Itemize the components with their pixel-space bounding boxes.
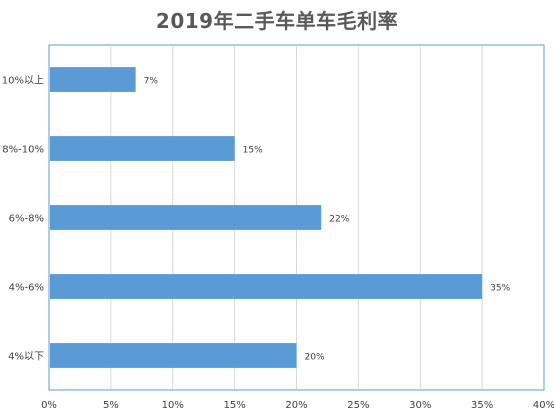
x-tick-label: 35%	[471, 400, 493, 411]
x-tick-label: 5%	[103, 400, 119, 411]
x-tick-label: 15%	[224, 400, 246, 411]
bar-value-label: 22%	[329, 215, 349, 225]
y-category-label: 4%-6%	[9, 283, 44, 294]
bar-value-label: 35%	[490, 284, 510, 294]
bar	[50, 136, 235, 161]
x-tick-label: 30%	[409, 400, 431, 411]
x-tick-label: 25%	[347, 400, 369, 411]
bar-value-label: 20%	[305, 353, 325, 363]
x-tick-label: 0%	[41, 400, 57, 411]
bar-value-label: 7%	[144, 77, 159, 87]
x-tick-label: 40%	[533, 400, 554, 411]
bar	[50, 67, 136, 92]
chart-title: 2019年二手车单车毛利率	[155, 9, 399, 33]
bar	[50, 343, 297, 368]
bar-value-label: 15%	[243, 146, 263, 156]
y-category-label: 6%-8%	[9, 214, 44, 225]
x-tick-label: 20%	[285, 400, 307, 411]
y-category-label: 10%以上	[2, 75, 44, 87]
bar	[50, 205, 322, 230]
plot-frame	[48, 44, 545, 391]
y-category-label: 4%以下	[8, 352, 44, 363]
bar	[50, 274, 483, 299]
x-tick-label: 10%	[162, 400, 184, 411]
y-category-label: 8%-10%	[2, 145, 44, 156]
